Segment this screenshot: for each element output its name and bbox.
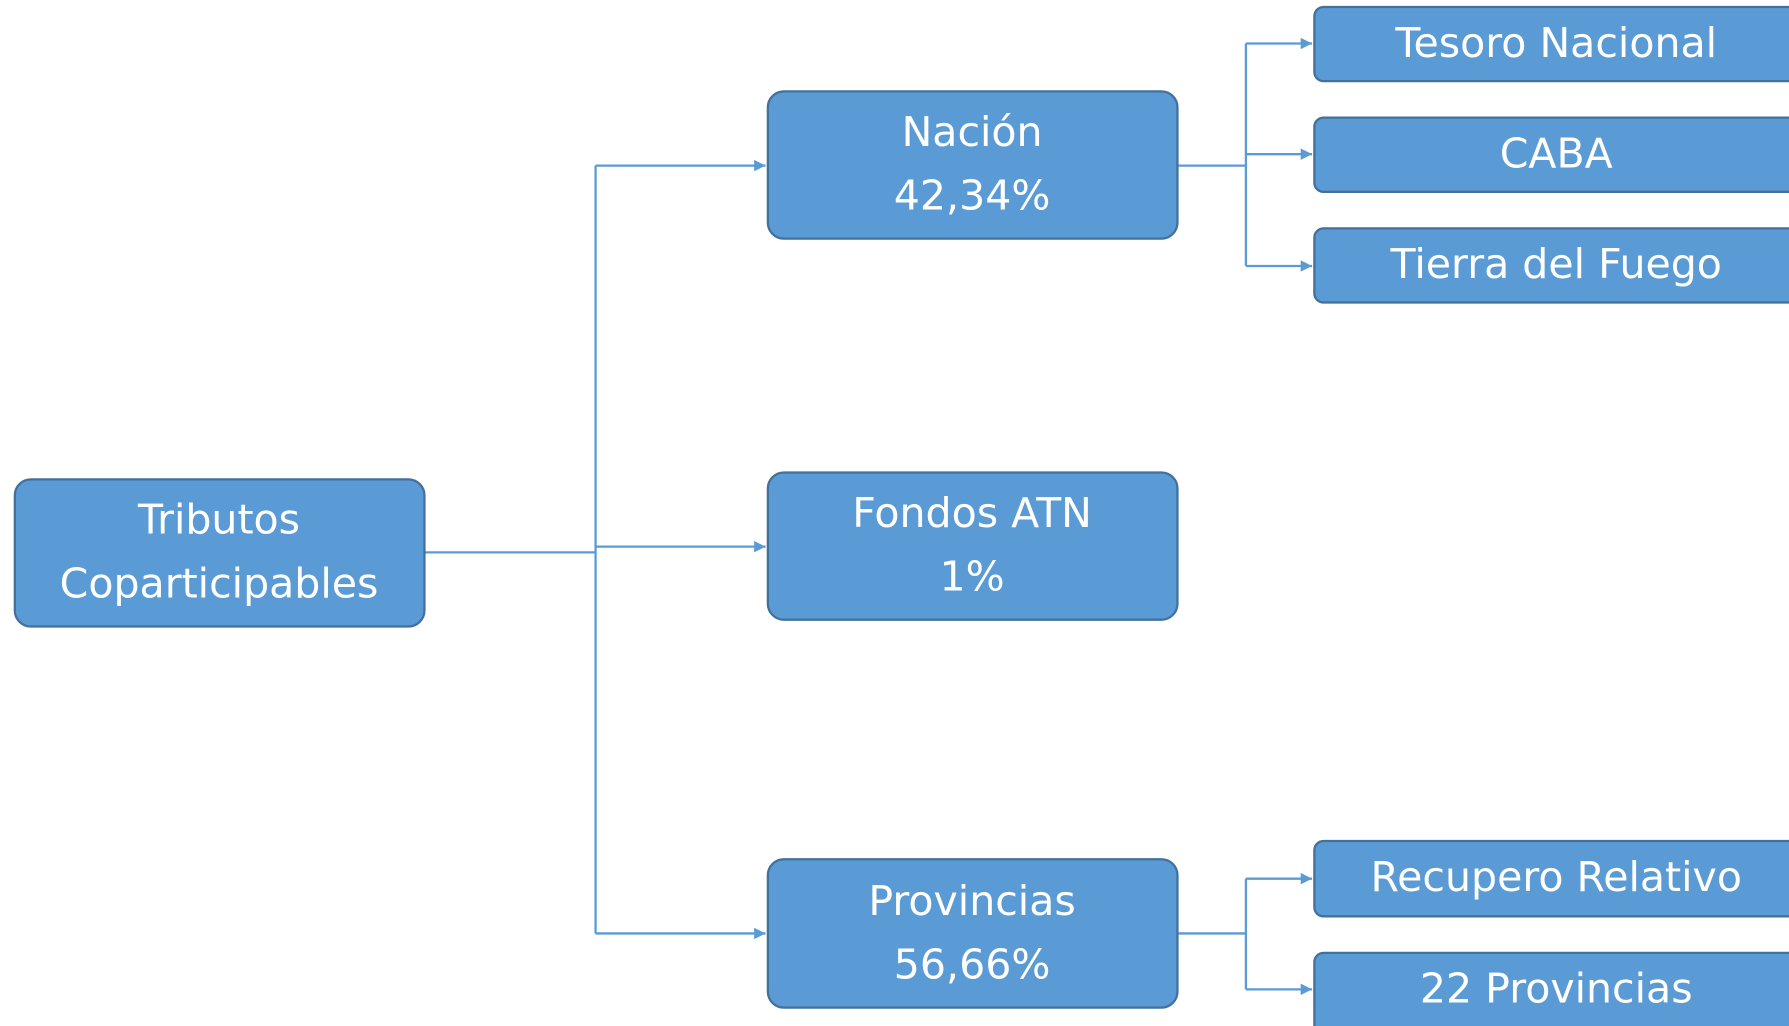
- node-share: 1%: [940, 553, 1005, 601]
- node-share: 56,66%: [894, 941, 1051, 989]
- branch-node: [766, 471, 1179, 621]
- leaf-node: [1313, 839, 1789, 918]
- node-label: Tributos: [137, 496, 300, 544]
- leaf-label: Recupero Relativo: [1370, 853, 1741, 901]
- leaf-node: [1313, 951, 1789, 1026]
- connectors: [424, 37, 1313, 996]
- node-label: Fondos ATN: [852, 489, 1092, 537]
- connector: [1177, 878, 1248, 990]
- node-share: 42,34%: [894, 172, 1051, 220]
- root-node: [13, 478, 426, 628]
- node-label: Coparticipables: [60, 560, 379, 608]
- branch-node: [766, 858, 1179, 1009]
- leaf-node: [1313, 116, 1789, 193]
- leaf-label: CABA: [1500, 129, 1613, 177]
- leaf-node: [1313, 5, 1789, 83]
- connector: [1177, 43, 1248, 266]
- leaf-label: Tierra del Fuego: [1390, 240, 1722, 288]
- branch-node: [766, 90, 1179, 240]
- leaf-label: 22 Provincias: [1420, 965, 1693, 1013]
- node-label: Nación: [902, 108, 1043, 156]
- leaf-node: [1313, 227, 1789, 304]
- node-label: Provincias: [868, 877, 1075, 925]
- leaf-label: Tesoro Nacional: [1394, 19, 1717, 67]
